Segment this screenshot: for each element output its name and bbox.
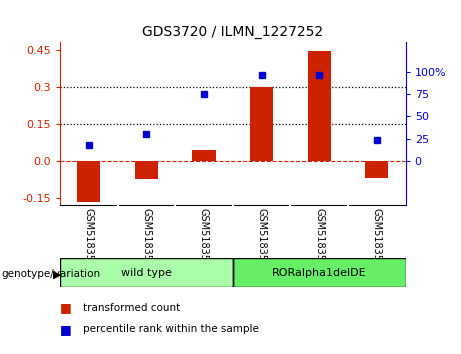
- Text: GSM518352: GSM518352: [142, 208, 151, 267]
- Bar: [60, 258, 233, 287]
- Bar: [365, 161, 388, 178]
- Text: transformed count: transformed count: [83, 303, 180, 313]
- Bar: [135, 161, 158, 179]
- Bar: [193, 150, 216, 161]
- Bar: [233, 258, 406, 287]
- Text: GSM518351: GSM518351: [84, 208, 94, 267]
- Bar: [308, 51, 331, 161]
- Text: wild type: wild type: [121, 268, 172, 278]
- Bar: [250, 87, 273, 161]
- Bar: [77, 161, 100, 202]
- Text: ■: ■: [60, 323, 71, 336]
- Text: GSM518353: GSM518353: [199, 208, 209, 267]
- Title: GDS3720 / ILMN_1227252: GDS3720 / ILMN_1227252: [142, 25, 323, 39]
- Text: ■: ■: [60, 302, 71, 314]
- Bar: [233, 258, 406, 287]
- Text: GSM518356: GSM518356: [372, 208, 382, 267]
- Text: percentile rank within the sample: percentile rank within the sample: [83, 324, 259, 334]
- Text: GSM518355: GSM518355: [314, 208, 324, 267]
- Text: genotype/variation: genotype/variation: [1, 269, 100, 279]
- Text: GSM518354: GSM518354: [257, 208, 266, 267]
- Text: RORalpha1delDE: RORalpha1delDE: [272, 268, 366, 278]
- Text: ▶: ▶: [53, 269, 61, 279]
- Bar: [60, 258, 233, 287]
